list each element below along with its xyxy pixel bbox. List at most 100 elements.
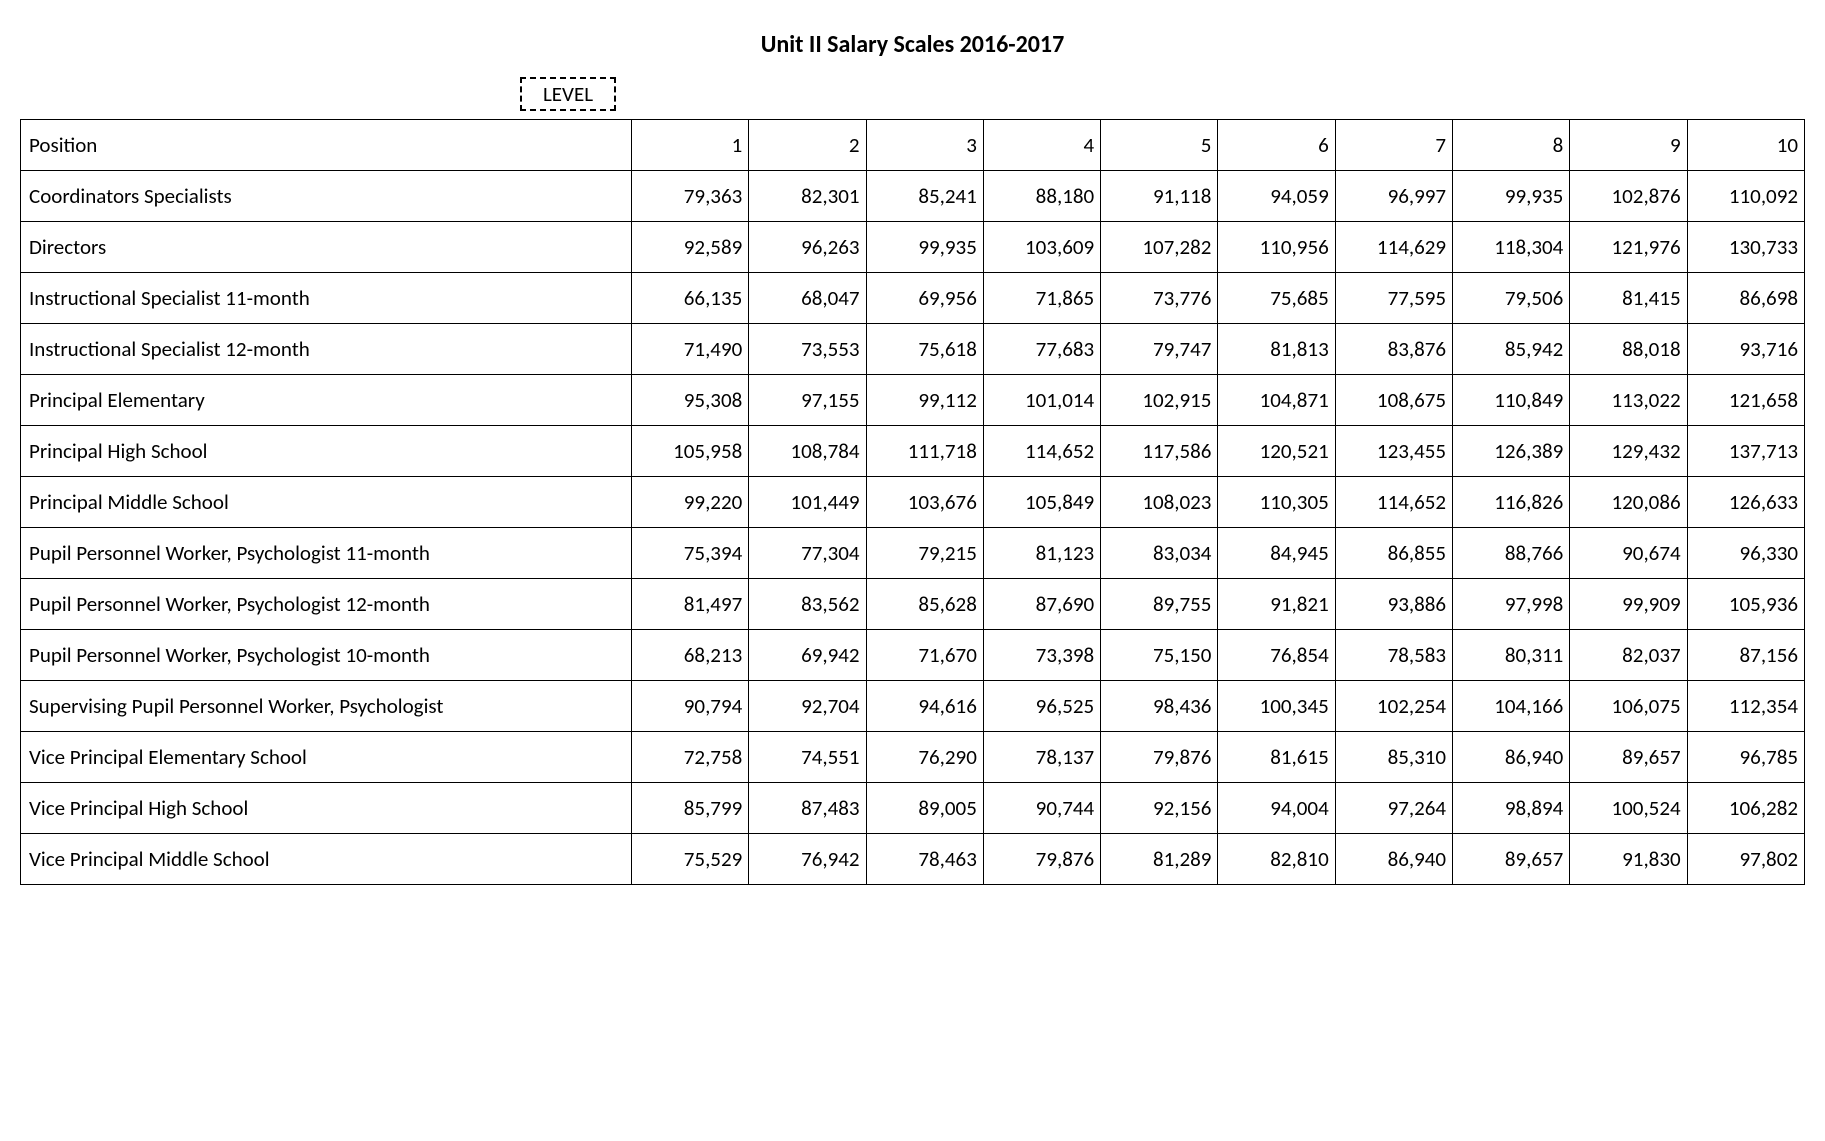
salary-cell: 99,935 <box>1453 171 1570 222</box>
salary-cell: 73,553 <box>749 324 866 375</box>
position-cell: Vice Principal Middle School <box>21 834 632 885</box>
salary-cell: 87,690 <box>983 579 1100 630</box>
salary-cell: 121,658 <box>1687 375 1804 426</box>
salary-cell: 79,876 <box>1101 732 1218 783</box>
salary-cell: 113,022 <box>1570 375 1687 426</box>
salary-cell: 84,945 <box>1218 528 1335 579</box>
salary-cell: 108,675 <box>1335 375 1452 426</box>
salary-cell: 68,213 <box>631 630 748 681</box>
salary-cell: 105,936 <box>1687 579 1804 630</box>
salary-cell: 110,849 <box>1453 375 1570 426</box>
table-row: Principal Elementary95,30897,15599,11210… <box>21 375 1805 426</box>
salary-table: Position12345678910 Coordinators Special… <box>20 119 1805 885</box>
salary-cell: 71,865 <box>983 273 1100 324</box>
salary-cell: 116,826 <box>1453 477 1570 528</box>
position-cell: Coordinators Specialists <box>21 171 632 222</box>
salary-cell: 130,733 <box>1687 222 1804 273</box>
salary-cell: 85,628 <box>866 579 983 630</box>
salary-cell: 100,345 <box>1218 681 1335 732</box>
table-row: Pupil Personnel Worker, Psychologist 12-… <box>21 579 1805 630</box>
salary-cell: 85,310 <box>1335 732 1452 783</box>
column-header-level-9: 9 <box>1570 120 1687 171</box>
salary-cell: 121,976 <box>1570 222 1687 273</box>
salary-cell: 96,263 <box>749 222 866 273</box>
salary-cell: 85,241 <box>866 171 983 222</box>
salary-cell: 90,674 <box>1570 528 1687 579</box>
salary-cell: 78,137 <box>983 732 1100 783</box>
salary-cell: 108,784 <box>749 426 866 477</box>
salary-cell: 69,942 <box>749 630 866 681</box>
table-header-row: Position12345678910 <box>21 120 1805 171</box>
salary-cell: 89,005 <box>866 783 983 834</box>
column-header-level-2: 2 <box>749 120 866 171</box>
salary-cell: 71,670 <box>866 630 983 681</box>
salary-cell: 74,551 <box>749 732 866 783</box>
salary-cell: 92,589 <box>631 222 748 273</box>
table-row: Pupil Personnel Worker, Psychologist 10-… <box>21 630 1805 681</box>
salary-cell: 102,876 <box>1570 171 1687 222</box>
table-row: Vice Principal Elementary School72,75874… <box>21 732 1805 783</box>
salary-cell: 129,432 <box>1570 426 1687 477</box>
salary-cell: 106,282 <box>1687 783 1804 834</box>
salary-cell: 66,135 <box>631 273 748 324</box>
table-row: Directors92,58996,26399,935103,609107,28… <box>21 222 1805 273</box>
salary-cell: 77,683 <box>983 324 1100 375</box>
salary-cell: 81,289 <box>1101 834 1218 885</box>
table-row: Principal High School105,958108,784111,7… <box>21 426 1805 477</box>
column-header-level-8: 8 <box>1453 120 1570 171</box>
salary-cell: 98,436 <box>1101 681 1218 732</box>
salary-cell: 118,304 <box>1453 222 1570 273</box>
salary-cell: 123,455 <box>1335 426 1452 477</box>
salary-cell: 73,398 <box>983 630 1100 681</box>
salary-cell: 76,854 <box>1218 630 1335 681</box>
position-cell: Instructional Specialist 12-month <box>21 324 632 375</box>
salary-cell: 86,855 <box>1335 528 1452 579</box>
salary-cell: 89,755 <box>1101 579 1218 630</box>
salary-cell: 81,813 <box>1218 324 1335 375</box>
salary-cell: 75,685 <box>1218 273 1335 324</box>
salary-cell: 91,118 <box>1101 171 1218 222</box>
column-header-level-1: 1 <box>631 120 748 171</box>
salary-cell: 101,449 <box>749 477 866 528</box>
salary-cell: 100,524 <box>1570 783 1687 834</box>
salary-cell: 108,023 <box>1101 477 1218 528</box>
salary-cell: 110,305 <box>1218 477 1335 528</box>
salary-cell: 114,652 <box>1335 477 1452 528</box>
salary-cell: 97,802 <box>1687 834 1804 885</box>
position-cell: Instructional Specialist 11-month <box>21 273 632 324</box>
salary-cell: 82,810 <box>1218 834 1335 885</box>
salary-cell: 99,935 <box>866 222 983 273</box>
salary-cell: 87,156 <box>1687 630 1804 681</box>
salary-cell: 96,785 <box>1687 732 1804 783</box>
salary-cell: 78,583 <box>1335 630 1452 681</box>
salary-cell: 75,529 <box>631 834 748 885</box>
salary-cell: 86,698 <box>1687 273 1804 324</box>
salary-cell: 71,490 <box>631 324 748 375</box>
salary-cell: 91,830 <box>1570 834 1687 885</box>
column-header-level-3: 3 <box>866 120 983 171</box>
salary-cell: 105,849 <box>983 477 1100 528</box>
salary-cell: 82,301 <box>749 171 866 222</box>
column-header-level-5: 5 <box>1101 120 1218 171</box>
salary-cell: 75,394 <box>631 528 748 579</box>
salary-cell: 89,657 <box>1453 834 1570 885</box>
salary-cell: 81,497 <box>631 579 748 630</box>
salary-cell: 91,821 <box>1218 579 1335 630</box>
salary-cell: 97,998 <box>1453 579 1570 630</box>
salary-cell: 76,290 <box>866 732 983 783</box>
level-badge-spacer <box>20 77 520 111</box>
salary-cell: 120,086 <box>1570 477 1687 528</box>
salary-cell: 96,997 <box>1335 171 1452 222</box>
salary-cell: 110,092 <box>1687 171 1804 222</box>
salary-cell: 85,799 <box>631 783 748 834</box>
table-row: Supervising Pupil Personnel Worker, Psyc… <box>21 681 1805 732</box>
salary-cell: 97,155 <box>749 375 866 426</box>
column-header-level-7: 7 <box>1335 120 1452 171</box>
salary-cell: 89,657 <box>1570 732 1687 783</box>
salary-cell: 93,886 <box>1335 579 1452 630</box>
salary-cell: 83,034 <box>1101 528 1218 579</box>
salary-cell: 88,180 <box>983 171 1100 222</box>
salary-cell: 79,363 <box>631 171 748 222</box>
table-row: Instructional Specialist 11-month66,1356… <box>21 273 1805 324</box>
salary-cell: 78,463 <box>866 834 983 885</box>
